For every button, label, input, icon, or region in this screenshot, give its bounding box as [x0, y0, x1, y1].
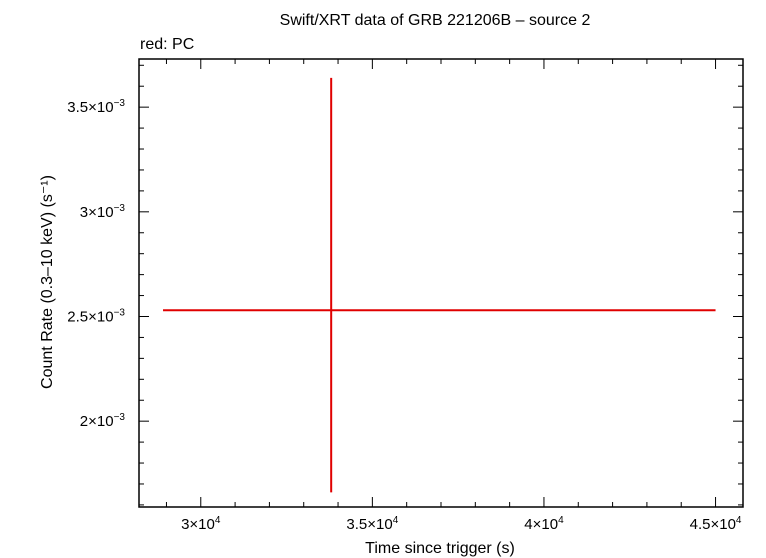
chart-title: Swift/XRT data of GRB 221206B – source 2 [280, 12, 591, 29]
y-axis-tick-labels: 2×10−3 2.5×10−3 3×10−3 3.5×10−3 [67, 98, 125, 430]
data-layer [163, 77, 716, 493]
x-axis-label: Time since trigger (s) [365, 540, 515, 557]
y-tick-label: 3×10−3 [80, 203, 126, 221]
y-axis-label: Count Rate (0.3–10 keV) (s⁻¹) [39, 175, 56, 389]
x-axis-tick-labels: 3×104 3.5×104 4×104 4.5×104 [181, 515, 742, 533]
chart-subtitle: red: PC [140, 36, 194, 53]
x-axis-ticks [165, 59, 717, 507]
data-point [163, 77, 716, 493]
x-tick-label: 4.5×104 [690, 515, 742, 533]
y-tick-label: 2.5×10−3 [67, 307, 125, 325]
y-tick-label: 3.5×10−3 [67, 98, 125, 116]
y-axis-ticks [139, 64, 743, 506]
x-tick-label: 4×104 [524, 515, 564, 533]
y-tick-label: 2×10−3 [80, 412, 126, 430]
plot-frame [138, 58, 744, 508]
x-tick-label: 3×104 [181, 515, 221, 533]
x-tick-label: 3.5×104 [346, 515, 398, 533]
